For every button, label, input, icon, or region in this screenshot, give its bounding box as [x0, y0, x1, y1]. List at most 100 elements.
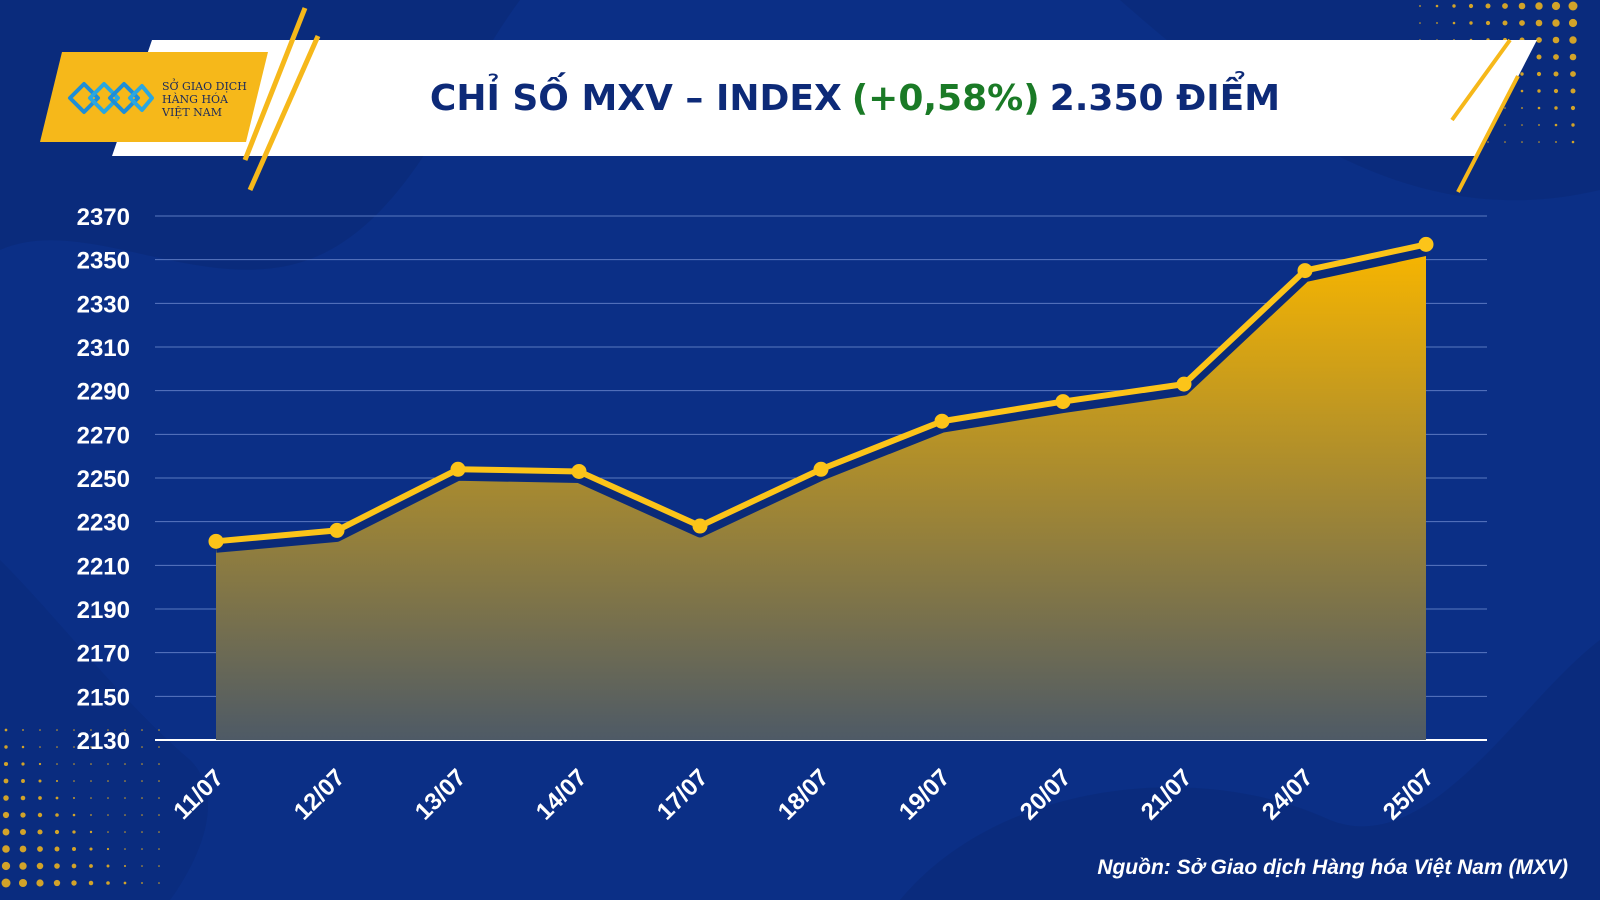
data-point	[450, 461, 466, 477]
dot	[1520, 72, 1524, 76]
dot	[1571, 123, 1575, 127]
dot	[37, 812, 43, 818]
title-banner	[112, 40, 1537, 156]
y-tick-label: 2210	[77, 553, 130, 580]
x-tick-label: 13/07	[410, 764, 472, 826]
dot	[1569, 36, 1577, 44]
dot	[1570, 105, 1576, 111]
dot	[90, 729, 92, 731]
dot	[1551, 1, 1561, 11]
dot	[53, 879, 61, 887]
data-point	[1176, 376, 1192, 392]
dot	[73, 780, 75, 782]
dot	[1554, 106, 1558, 110]
dot	[1553, 88, 1559, 94]
dot	[1, 878, 11, 888]
dot	[1570, 71, 1576, 77]
dot	[1569, 53, 1577, 61]
dot	[1538, 141, 1540, 143]
dot	[73, 746, 75, 748]
dot	[141, 780, 143, 782]
x-tick-label: 20/07	[1015, 764, 1077, 826]
dot	[90, 763, 92, 765]
x-tick-label: 25/07	[1378, 764, 1440, 826]
dot	[1521, 107, 1523, 109]
dot	[2, 828, 10, 836]
dot	[1435, 4, 1439, 8]
dot	[1571, 140, 1575, 144]
dot	[56, 729, 58, 731]
y-tick-label: 2130	[77, 728, 130, 755]
dot	[1536, 37, 1542, 43]
dot	[141, 746, 143, 748]
dot	[123, 881, 127, 885]
dot	[19, 845, 27, 853]
dot	[124, 729, 126, 731]
dot	[141, 763, 143, 765]
dot	[22, 729, 24, 731]
data-point	[934, 413, 950, 429]
title-prefix: CHỈ SỐ MXV – INDEX	[429, 77, 842, 119]
dot	[55, 796, 59, 800]
dot	[158, 797, 160, 799]
dot	[55, 779, 59, 783]
dot	[21, 762, 25, 766]
dot	[4, 745, 8, 749]
dot	[1452, 4, 1456, 8]
dot	[72, 847, 76, 851]
dot	[73, 763, 75, 765]
dot	[39, 729, 41, 731]
dot	[3, 761, 9, 767]
data-point	[1297, 263, 1313, 279]
dot	[56, 746, 58, 748]
x-tick-label: 12/07	[289, 764, 351, 826]
dot	[1469, 21, 1473, 25]
dot	[107, 729, 109, 731]
x-tick-label: 21/07	[1136, 764, 1198, 826]
dot	[1419, 5, 1421, 7]
dot	[20, 795, 26, 801]
dot	[19, 862, 27, 870]
dot	[1468, 3, 1474, 9]
dot	[1535, 19, 1543, 27]
dot	[1552, 19, 1560, 27]
dot	[38, 796, 42, 800]
dot	[107, 831, 109, 833]
dot	[90, 780, 92, 782]
dot	[158, 848, 160, 850]
dot	[107, 763, 109, 765]
dot	[1554, 123, 1558, 127]
dot	[54, 863, 60, 869]
dot	[124, 746, 126, 748]
dot	[38, 762, 42, 766]
dot	[1519, 20, 1525, 26]
dot	[90, 814, 92, 816]
dot	[124, 865, 126, 867]
source-note: Nguồn: Sở Giao dịch Hàng hóa Việt Nam (M…	[1097, 856, 1568, 879]
dot	[89, 847, 93, 851]
dot	[37, 846, 43, 852]
dot	[72, 813, 76, 817]
dot	[2, 811, 10, 819]
dot	[37, 829, 43, 835]
dot	[124, 814, 126, 816]
dot	[106, 847, 110, 851]
data-point	[208, 533, 224, 549]
dot	[73, 797, 75, 799]
dot	[141, 814, 143, 816]
dot	[107, 797, 109, 799]
dot	[3, 795, 9, 801]
dot	[1419, 22, 1421, 24]
y-tick-label: 2310	[77, 335, 130, 362]
dot	[158, 763, 160, 765]
dot	[1553, 54, 1559, 60]
dot	[21, 745, 25, 749]
chart-title: CHỈ SỐ MXV – INDEX (+0,58%) 2.350 ĐIỂM	[330, 40, 1380, 156]
dot	[1570, 88, 1576, 94]
dot	[158, 746, 160, 748]
dot	[1521, 141, 1523, 143]
dot	[2, 845, 10, 853]
dot	[1487, 141, 1489, 143]
dot	[20, 829, 26, 835]
